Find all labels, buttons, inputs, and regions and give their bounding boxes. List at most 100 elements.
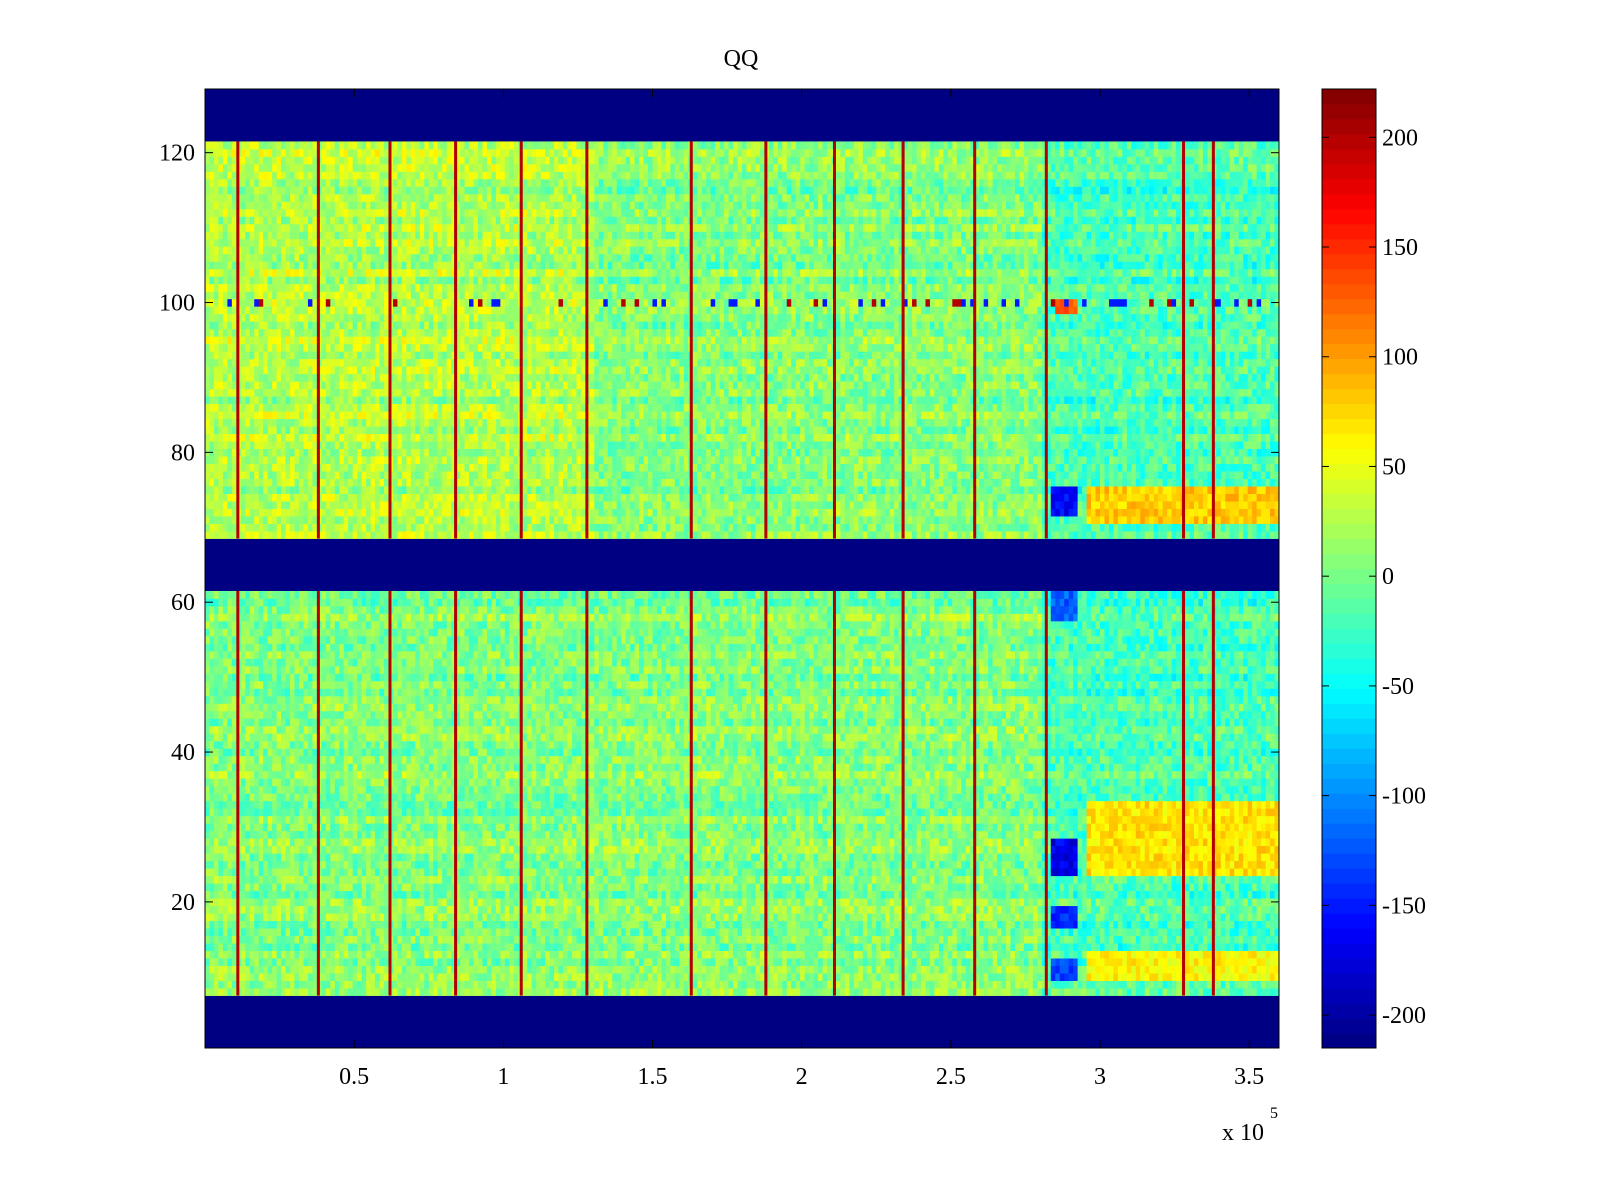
- heatmap-cell: [773, 981, 778, 989]
- heatmap-cell: [1060, 966, 1065, 974]
- heatmap-cell: [442, 981, 447, 989]
- heatmap-cell: [514, 943, 519, 951]
- heatmap-cell: [393, 958, 398, 966]
- heatmap-cell: [509, 951, 514, 959]
- heatmap-cell: [988, 988, 993, 996]
- heatmap-cell: [984, 973, 989, 981]
- heatmap-cell: [599, 951, 604, 959]
- heatmap-cell: [344, 981, 349, 989]
- heatmap-cell: [1015, 958, 1020, 966]
- heatmap-cell: [823, 958, 828, 966]
- heatmap-cell: [1024, 951, 1029, 959]
- heatmap-cell: [505, 973, 510, 981]
- heatmap-cell: [1221, 958, 1226, 966]
- heatmap-cell: [1257, 951, 1262, 959]
- heatmap-cell: [948, 943, 953, 951]
- heatmap-cell: [715, 973, 720, 981]
- heatmap-cell: [1096, 966, 1101, 974]
- heatmap-cell: [563, 973, 568, 981]
- heatmap-cell: [339, 966, 344, 974]
- heatmap-cell: [371, 951, 376, 959]
- heatmap-cell: [644, 951, 649, 959]
- heatmap-cell: [308, 958, 313, 966]
- heatmap-cell: [277, 943, 282, 951]
- heatmap-cell: [214, 973, 219, 981]
- heatmap-cell: [438, 973, 443, 981]
- heatmap-cell: [644, 973, 649, 981]
- heatmap-cell: [876, 981, 881, 989]
- heatmap-cell: [295, 973, 300, 981]
- heatmap-cell: [993, 988, 998, 996]
- heatmap-cell: [1127, 981, 1132, 989]
- heatmap-cell: [482, 958, 487, 966]
- heatmap-cell: [1078, 958, 1083, 966]
- heatmap-cell: [1096, 973, 1101, 981]
- heatmap-cell: [1216, 958, 1221, 966]
- heatmap-cell: [375, 981, 380, 989]
- heatmap-cell: [930, 988, 935, 996]
- heatmap-cell: [603, 988, 608, 996]
- heatmap-cell: [1145, 951, 1150, 959]
- heatmap-cell: [738, 966, 743, 974]
- heatmap-cell: [478, 951, 483, 959]
- heatmap-cell: [429, 958, 434, 966]
- heatmap-cell: [1069, 981, 1074, 989]
- heatmap-cell: [339, 951, 344, 959]
- heatmap-cell: [751, 966, 756, 974]
- heatmap-cell: [778, 981, 783, 989]
- heatmap-cell: [259, 981, 264, 989]
- heatmap-cell: [984, 958, 989, 966]
- heatmap-cell: [603, 958, 608, 966]
- heatmap-cell: [397, 966, 402, 974]
- heatmap-cell: [1154, 966, 1159, 974]
- heatmap-cell: [514, 988, 519, 996]
- heatmap-cell: [845, 988, 850, 996]
- heatmap-cell: [720, 973, 725, 981]
- heatmap-cell: [653, 973, 658, 981]
- heatmap-cell: [693, 981, 698, 989]
- heatmap-cell: [527, 966, 532, 974]
- heatmap-cell: [420, 973, 425, 981]
- heatmap-cell: [881, 981, 886, 989]
- heatmap-cell: [397, 988, 402, 996]
- heatmap-cell: [523, 988, 528, 996]
- heatmap-cell: [823, 943, 828, 951]
- heatmap-cell: [952, 958, 957, 966]
- heatmap-cell: [912, 988, 917, 996]
- heatmap-cell: [791, 943, 796, 951]
- heatmap-cell: [1172, 981, 1177, 989]
- heatmap-cell: [702, 951, 707, 959]
- heatmap-cell: [639, 951, 644, 959]
- heatmap-cell: [867, 958, 872, 966]
- heatmap-cell: [415, 951, 420, 959]
- heatmap-cell: [272, 958, 277, 966]
- heatmap-cell: [209, 958, 214, 966]
- heatmap-cell: [778, 943, 783, 951]
- heatmap-cell: [1006, 981, 1011, 989]
- heatmap-cell: [666, 981, 671, 989]
- heatmap-cell: [1194, 966, 1199, 974]
- heatmap-cell: [500, 988, 505, 996]
- heatmap-cell: [576, 966, 581, 974]
- heatmap-cell: [380, 981, 385, 989]
- heatmap-cell: [675, 958, 680, 966]
- heatmap-cell: [957, 951, 962, 959]
- heatmap-cell: [415, 943, 420, 951]
- heatmap-cell: [321, 951, 326, 959]
- heatmap-cell: [948, 951, 953, 959]
- heatmap-cell: [223, 951, 228, 959]
- heatmap-cell: [205, 973, 210, 981]
- heatmap-cell: [295, 966, 300, 974]
- heatmap-cell: [371, 966, 376, 974]
- heatmap-cell: [603, 943, 608, 951]
- heatmap-cell: [339, 973, 344, 981]
- heatmap-cell: [442, 966, 447, 974]
- heatmap-cell: [943, 958, 948, 966]
- heatmap-cell: [796, 943, 801, 951]
- heatmap-cell: [581, 981, 586, 989]
- heatmap-cell: [921, 981, 926, 989]
- heatmap-cell: [867, 943, 872, 951]
- heatmap-cell: [259, 951, 264, 959]
- heatmap-cell: [1172, 958, 1177, 966]
- heatmap-cell: [550, 988, 555, 996]
